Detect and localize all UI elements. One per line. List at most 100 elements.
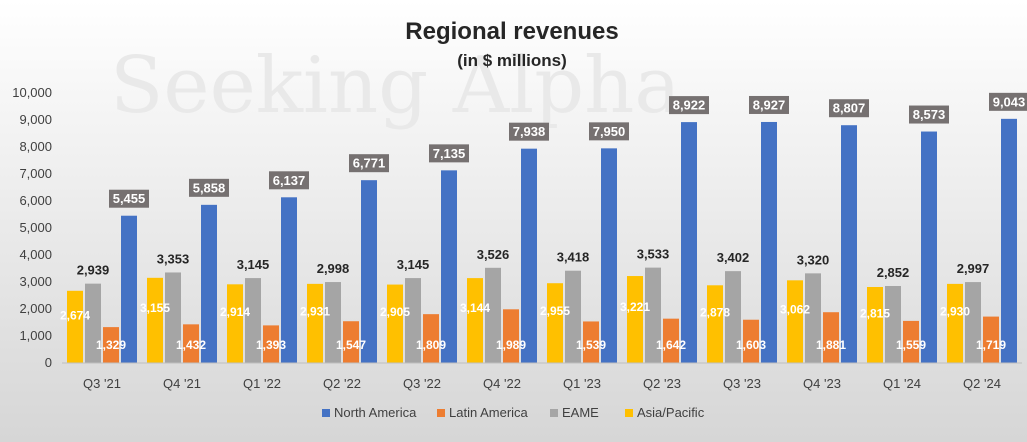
data-label-asia-pacific: 3,144 xyxy=(460,301,490,315)
y-tick-label: 8,000 xyxy=(19,139,52,154)
data-label-north-america: 7,950 xyxy=(593,124,626,139)
legend-label: Asia/Pacific xyxy=(637,405,705,420)
legend-label: North America xyxy=(334,405,417,420)
north-america-label-box xyxy=(749,95,789,114)
legend-swatch xyxy=(625,409,633,417)
bar-eame xyxy=(725,271,741,363)
bar-latin-america xyxy=(663,318,679,363)
bar-eame xyxy=(885,285,901,363)
data-label-asia-pacific: 2,815 xyxy=(860,306,890,320)
bar-latin-america xyxy=(983,316,999,363)
legend-swatch xyxy=(322,409,330,417)
bar-latin-america xyxy=(423,314,439,363)
data-label-eame: 3,402 xyxy=(717,250,750,265)
bar-north-america xyxy=(681,122,697,363)
x-tick-label: Q1 '22 xyxy=(243,376,281,391)
y-tick-label: 7,000 xyxy=(19,166,52,181)
bar-eame xyxy=(165,272,181,363)
y-axis: 0 1,000 2,000 3,000 4,000 5,000 6,000 7,000 8,00… xyxy=(12,85,52,370)
y-tick-label: 6,000 xyxy=(19,193,52,208)
data-label-north-america: 5,858 xyxy=(193,180,226,195)
data-label-north-america: 8,807 xyxy=(833,101,866,116)
bar-eame xyxy=(405,278,421,363)
x-tick-label: Q3 '21 xyxy=(83,376,121,391)
data-label-latin-america: 1,642 xyxy=(656,338,686,352)
x-tick-label: Q2 '23 xyxy=(643,376,681,391)
north-america-label-box xyxy=(829,99,869,118)
legend-swatch xyxy=(550,409,558,417)
data-label-latin-america: 1,989 xyxy=(496,338,526,352)
data-label-latin-america: 1,881 xyxy=(816,338,846,352)
data-label-latin-america: 1,393 xyxy=(256,338,286,352)
data-label-north-america: 7,938 xyxy=(513,124,546,139)
bar-latin-america xyxy=(103,327,119,363)
north-america-label-box xyxy=(509,122,549,141)
bar-eame xyxy=(485,267,501,363)
data-label-eame: 3,353 xyxy=(157,251,190,266)
data-label-asia-pacific: 3,221 xyxy=(620,300,650,314)
north-america-label-box xyxy=(909,105,949,124)
data-label-latin-america: 1,559 xyxy=(896,338,926,352)
data-label-eame: 3,526 xyxy=(477,247,510,262)
y-tick-label: 10,000 xyxy=(12,85,52,100)
bar-north-america xyxy=(921,131,937,363)
legend: North America Latin America EAME Asia/Pacif… xyxy=(322,405,705,420)
data-label-eame: 3,418 xyxy=(557,250,590,265)
bar-latin-america xyxy=(823,312,839,363)
x-tick-label: Q2 '24 xyxy=(963,376,1001,391)
bar-asia-pacific xyxy=(307,283,323,363)
bar-north-america xyxy=(601,148,617,363)
data-label-latin-america: 1,547 xyxy=(336,338,366,352)
bar-north-america xyxy=(521,148,537,363)
bar-asia-pacific xyxy=(387,284,403,363)
x-tick-label: Q4 '23 xyxy=(803,376,841,391)
bar-eame xyxy=(325,282,341,363)
data-label-eame: 3,145 xyxy=(397,257,430,272)
data-label-north-america: 6,137 xyxy=(273,173,306,188)
y-tick-label: 2,000 xyxy=(19,301,52,316)
bar-north-america xyxy=(201,204,217,363)
x-axis: Q3 '21 Q4 '21 Q1 '22 Q2 '22 Q3 '22 Q4 '22 Q1 '… xyxy=(62,362,1022,391)
data-label-asia-pacific: 2,674 xyxy=(60,309,90,323)
bar-north-america xyxy=(1001,118,1017,364)
data-label-eame: 3,533 xyxy=(637,247,670,262)
bar-asia-pacific xyxy=(547,283,563,363)
y-tick-label: 1,000 xyxy=(19,328,52,343)
data-label-latin-america: 1,539 xyxy=(576,338,606,352)
bar-asia-pacific xyxy=(707,285,723,363)
bar-asia-pacific xyxy=(787,280,803,363)
bar-eame xyxy=(245,278,261,363)
data-label-asia-pacific: 3,155 xyxy=(140,301,170,315)
data-label-north-america: 5,455 xyxy=(113,191,146,206)
data-label-eame: 2,852 xyxy=(877,265,910,280)
x-tick-label: Q2 '22 xyxy=(323,376,361,391)
bar-asia-pacific xyxy=(467,278,483,363)
bar-latin-america xyxy=(263,325,279,363)
y-tick-label: 3,000 xyxy=(19,274,52,289)
data-label-latin-america: 1,603 xyxy=(736,338,766,352)
bar-eame xyxy=(645,267,661,363)
bar-latin-america xyxy=(503,309,519,363)
north-america-label-box xyxy=(429,144,469,163)
data-label-asia-pacific: 2,878 xyxy=(700,305,730,319)
chart-title: Regional revenues xyxy=(405,18,618,45)
x-tick-label: Q1 '24 xyxy=(883,376,921,391)
data-label-north-america: 8,573 xyxy=(913,107,946,122)
x-tick-label: Q4 '21 xyxy=(163,376,201,391)
data-label-asia-pacific: 2,955 xyxy=(540,304,570,318)
bar-north-america xyxy=(121,215,137,363)
data-label-latin-america: 1,432 xyxy=(176,338,206,352)
bar-asia-pacific xyxy=(147,277,163,363)
bar-north-america xyxy=(361,180,377,363)
y-tick-label: 4,000 xyxy=(19,247,52,262)
bar-eame xyxy=(565,270,581,363)
watermark: Seeking Alpha xyxy=(110,41,681,131)
north-america-label-box xyxy=(589,122,629,141)
data-label-eame: 2,998 xyxy=(317,261,350,276)
bar-asia-pacific xyxy=(227,284,243,363)
bar-latin-america xyxy=(583,321,599,363)
x-tick-label: Q3 '22 xyxy=(403,376,441,391)
bar-eame xyxy=(965,282,981,363)
bar-asia-pacific xyxy=(67,290,83,363)
